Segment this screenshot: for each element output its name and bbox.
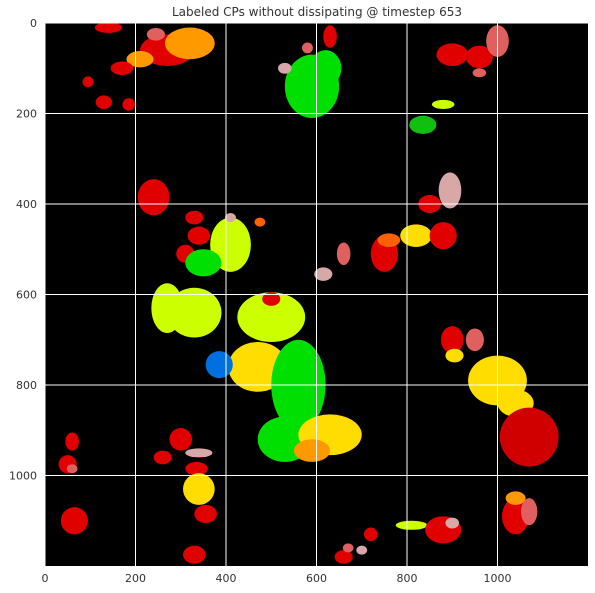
region-left-red-lower-2	[153, 450, 172, 465]
region-right-yellow	[400, 224, 432, 247]
region-right-red	[429, 222, 457, 250]
region-center-orange	[377, 233, 401, 247]
region-left-lime-2	[151, 283, 184, 333]
region-top-red-3	[122, 98, 136, 111]
region-left-red-mid-3	[187, 226, 211, 245]
region-bottom-salmon	[342, 543, 354, 553]
region-top-right-red-2	[465, 45, 493, 69]
region-center-lime	[237, 292, 306, 343]
region-center-salmon	[336, 242, 351, 266]
region-top-red-4	[323, 25, 337, 48]
region-right-dark-red-big	[499, 407, 559, 467]
grid-lines	[44, 22, 588, 566]
region-top-left-orange	[164, 27, 215, 60]
region-bottom-lime	[395, 520, 428, 530]
y-tick-label: 600	[16, 289, 37, 302]
region-bottom-red-2	[334, 550, 353, 564]
region-top-red-small	[94, 23, 122, 33]
region-bottom-salmon-2	[521, 498, 538, 526]
region-left-red-mid	[137, 179, 170, 216]
region-top-red-pair-2	[95, 95, 112, 109]
region-far-left-red-3	[60, 507, 88, 535]
region-mid-orange-small	[254, 217, 266, 227]
region-left-red-lower-3	[185, 461, 208, 476]
region-blue-blob	[205, 351, 233, 379]
region-left-red-mid-2	[185, 210, 204, 225]
region-bottom-red-1	[183, 545, 206, 564]
region-center-pink	[314, 267, 333, 281]
region-right-pink	[438, 172, 462, 209]
region-right-red-3	[440, 326, 464, 354]
y-tick-label: 800	[16, 379, 37, 392]
region-top-salmon-2	[302, 42, 313, 54]
region-left-red-lower	[169, 427, 193, 451]
region-top-green-2	[309, 50, 342, 87]
region-left-red-lower-4	[194, 504, 217, 524]
y-tick-label: 200	[16, 108, 37, 121]
y-tick-label: 1000	[9, 470, 37, 483]
region-left-yellow-lower	[183, 473, 215, 505]
region-left-pink-lower	[185, 448, 213, 458]
region-dark-green-1	[409, 115, 437, 134]
chart-title: Labeled CPs without dissipating @ timest…	[172, 5, 462, 19]
region-bottom-pink-2	[445, 517, 460, 529]
x-tick-label: 400	[216, 572, 237, 585]
y-tick-label: 400	[16, 198, 37, 211]
region-bottom-pink	[356, 545, 368, 555]
region-top-right-red	[436, 43, 469, 66]
region-center-red-2	[262, 292, 281, 306]
region-center-orange-2	[293, 439, 331, 462]
region-bottom-orange	[505, 491, 526, 505]
x-tick-label: 600	[306, 572, 327, 585]
region-top-left-orange-2	[126, 51, 154, 68]
region-top-left-salmon	[146, 27, 165, 41]
x-tick-label: 200	[125, 572, 146, 585]
x-tick-label: 800	[397, 572, 418, 585]
region-mid-pink	[225, 213, 236, 223]
region-bottom-red-3	[364, 527, 378, 542]
y-axis-ticks: 0 200 400 600 800 1000	[9, 17, 37, 483]
region-mid-green	[185, 249, 222, 277]
region-right-yellow-small	[445, 348, 464, 363]
region-top-pink	[278, 62, 292, 74]
region-far-left-salmon	[66, 464, 78, 474]
region-far-left-red	[65, 432, 79, 451]
cp-regions	[58, 23, 559, 564]
y-tick-label: 0	[30, 17, 37, 30]
region-top-red-pair-1	[82, 76, 94, 88]
region-right-salmon-3	[465, 328, 484, 352]
region-lime-1	[431, 99, 455, 109]
region-top-left-red-2	[110, 61, 134, 76]
x-tick-label: 0	[42, 572, 49, 585]
x-axis-ticks: 0 200 400 600 800 1000	[42, 572, 512, 585]
region-top-right-salmon-2	[472, 68, 487, 78]
x-tick-label: 1000	[484, 572, 512, 585]
